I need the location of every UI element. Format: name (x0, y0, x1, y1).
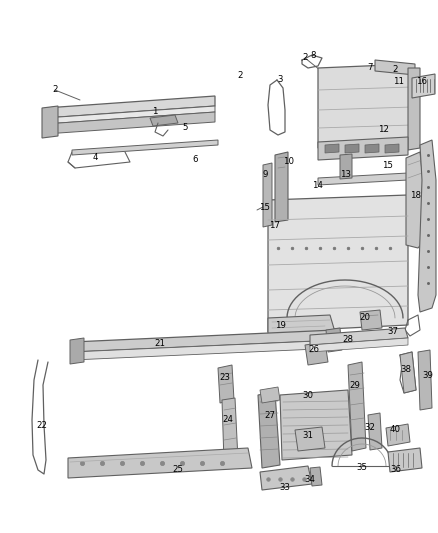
Polygon shape (318, 173, 408, 185)
Text: 23: 23 (219, 374, 230, 383)
Text: 18: 18 (410, 190, 421, 199)
Polygon shape (406, 152, 425, 248)
Polygon shape (150, 115, 178, 126)
Text: 34: 34 (304, 475, 315, 484)
Text: 20: 20 (360, 313, 371, 322)
Polygon shape (360, 310, 382, 330)
Text: 29: 29 (350, 381, 360, 390)
Text: 2: 2 (392, 66, 398, 75)
Polygon shape (310, 328, 408, 345)
Polygon shape (318, 137, 408, 160)
Polygon shape (305, 342, 328, 365)
Text: 6: 6 (192, 156, 198, 165)
Text: 39: 39 (423, 370, 434, 379)
Text: 21: 21 (155, 340, 166, 349)
Polygon shape (263, 163, 272, 227)
Text: 31: 31 (303, 431, 314, 440)
Polygon shape (70, 338, 84, 364)
Polygon shape (268, 195, 408, 332)
Polygon shape (318, 64, 412, 148)
Text: 38: 38 (400, 366, 411, 375)
Polygon shape (45, 106, 215, 124)
Text: 15: 15 (259, 203, 271, 212)
Text: 12: 12 (378, 125, 389, 134)
Text: 14: 14 (312, 181, 324, 190)
Text: 2: 2 (302, 53, 308, 62)
Text: 4: 4 (92, 154, 98, 163)
Text: 28: 28 (343, 335, 353, 344)
Polygon shape (412, 74, 435, 98)
Polygon shape (280, 390, 352, 460)
Polygon shape (408, 68, 420, 150)
Text: 26: 26 (308, 345, 319, 354)
Polygon shape (72, 140, 218, 155)
Text: 5: 5 (182, 124, 188, 133)
Polygon shape (340, 154, 352, 179)
Polygon shape (418, 350, 432, 410)
Text: 13: 13 (340, 171, 352, 180)
Polygon shape (275, 152, 288, 222)
Text: 2: 2 (52, 85, 58, 94)
Polygon shape (365, 144, 379, 153)
Text: 37: 37 (388, 327, 399, 336)
Polygon shape (260, 387, 280, 403)
Text: 27: 27 (265, 410, 276, 419)
Polygon shape (260, 466, 312, 490)
Polygon shape (68, 448, 252, 478)
Text: 8: 8 (310, 51, 316, 60)
Polygon shape (258, 392, 280, 468)
Text: 33: 33 (279, 482, 290, 491)
Text: 7: 7 (367, 63, 373, 72)
Polygon shape (72, 330, 340, 352)
Polygon shape (310, 338, 408, 352)
Polygon shape (72, 340, 340, 360)
Text: 15: 15 (382, 160, 393, 169)
Text: 35: 35 (357, 464, 367, 472)
Text: 25: 25 (173, 465, 184, 474)
Polygon shape (400, 352, 416, 393)
Text: 9: 9 (262, 171, 268, 180)
Polygon shape (385, 144, 399, 153)
Text: 10: 10 (283, 157, 294, 166)
Text: 19: 19 (275, 320, 286, 329)
Polygon shape (388, 448, 422, 472)
Polygon shape (375, 60, 415, 75)
Polygon shape (45, 96, 215, 118)
Text: 24: 24 (223, 416, 233, 424)
Text: 17: 17 (269, 221, 280, 230)
Polygon shape (326, 328, 342, 352)
Text: 22: 22 (36, 421, 47, 430)
Polygon shape (295, 427, 325, 451)
Polygon shape (222, 398, 238, 462)
Polygon shape (368, 413, 382, 450)
Text: 36: 36 (391, 465, 402, 474)
Polygon shape (348, 362, 366, 451)
Polygon shape (386, 424, 410, 446)
Text: 1: 1 (152, 108, 158, 117)
Text: 40: 40 (389, 425, 400, 434)
Text: 2: 2 (237, 70, 243, 79)
Polygon shape (268, 315, 335, 335)
Polygon shape (42, 106, 58, 138)
Polygon shape (310, 467, 322, 486)
Text: 32: 32 (364, 424, 375, 432)
Polygon shape (45, 112, 215, 134)
Text: 3: 3 (277, 76, 283, 85)
Polygon shape (218, 365, 234, 403)
Text: 16: 16 (417, 77, 427, 86)
Polygon shape (418, 140, 436, 312)
Polygon shape (325, 144, 339, 153)
Text: 30: 30 (303, 391, 314, 400)
Text: 11: 11 (393, 77, 405, 86)
Polygon shape (345, 144, 359, 153)
